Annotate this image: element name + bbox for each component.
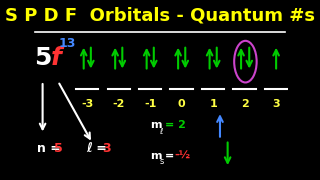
Text: 0: 0 <box>178 99 186 109</box>
Text: f: f <box>51 46 62 70</box>
Text: =: = <box>164 151 178 161</box>
Text: 1: 1 <box>209 99 217 109</box>
Text: 13: 13 <box>58 37 76 50</box>
Text: 5: 5 <box>34 46 51 70</box>
Text: 3: 3 <box>272 99 280 109</box>
Text: -½: -½ <box>174 151 190 161</box>
Text: n =: n = <box>37 142 61 155</box>
Text: 5: 5 <box>54 142 63 155</box>
Text: m: m <box>150 120 161 130</box>
Text: = 2: = 2 <box>164 120 186 130</box>
Text: ℓ: ℓ <box>159 127 163 136</box>
Text: ℓ =: ℓ = <box>86 142 107 155</box>
Text: 3: 3 <box>103 142 111 155</box>
Text: -2: -2 <box>113 99 125 109</box>
Text: 2: 2 <box>241 99 249 109</box>
Text: s: s <box>159 157 164 166</box>
Text: S P D F  Orbitals - Quantum #s: S P D F Orbitals - Quantum #s <box>5 7 315 25</box>
Text: m: m <box>150 151 161 161</box>
Text: -1: -1 <box>144 99 156 109</box>
Text: -3: -3 <box>81 99 93 109</box>
